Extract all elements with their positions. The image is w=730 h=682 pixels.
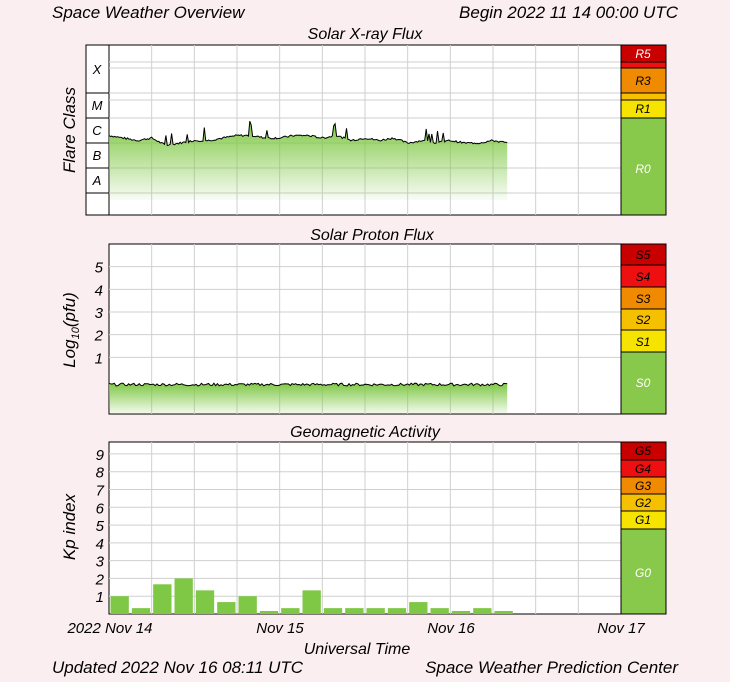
kp-y-tick: 5 [96, 518, 105, 535]
kp-bar [174, 578, 193, 614]
app-title: Space Weather Overview [52, 3, 246, 22]
xray-panel: Solar X-ray Flux Flare Class X M C B A R… [60, 26, 667, 216]
proton-grid [109, 244, 621, 414]
scale-r4 [620, 61, 667, 69]
scale-r2 [620, 92, 667, 101]
kp-grid [109, 442, 621, 614]
scale-r5-label: R5 [635, 47, 651, 61]
class-label-x: X [92, 62, 103, 77]
kp-bar [430, 608, 449, 614]
proton-y-tick: 1 [95, 350, 103, 367]
kp-y-tick: 6 [96, 500, 105, 517]
scale-g0 [620, 528, 667, 615]
x-tick-nov15: Nov 15 [256, 620, 304, 637]
geomagnetic-storm-scale: G5 G4 G3 G2 G1 G0 [620, 441, 667, 615]
kp-bar [451, 610, 471, 614]
scale-g1-label: G1 [635, 513, 651, 527]
proton-flux-area [109, 383, 508, 414]
kp-ylabel: Kp index [60, 493, 79, 560]
scale-s1-label: S1 [636, 335, 651, 349]
proton-ylabel: Log10(pfu) [60, 292, 82, 368]
kp-bar [387, 608, 407, 614]
proton-y-tick: 2 [94, 328, 104, 345]
xray-ylabel: Flare Class [60, 87, 79, 173]
x-tick-nov16: Nov 16 [427, 620, 475, 637]
kp-y-tick: 4 [96, 536, 104, 553]
kp-bar [494, 610, 513, 614]
kp-bar [323, 608, 343, 614]
kp-panel: Geomagnetic Activity Kp index 987654321 … [60, 424, 667, 615]
scale-r3-label: R3 [635, 74, 651, 88]
proton-y-ticks: 5 4 3 2 1 [94, 260, 104, 368]
kp-title: Geomagnetic Activity [290, 424, 441, 441]
proton-y-tick: 3 [95, 305, 104, 322]
kp-y-tick: 2 [95, 571, 105, 588]
xray-flux-area [109, 121, 508, 200]
class-label-c: C [92, 123, 102, 138]
kp-bar [153, 584, 172, 614]
proton-title: Solar Proton Flux [310, 227, 435, 244]
kp-bar [131, 608, 151, 614]
kp-y-tick: 7 [96, 482, 105, 499]
kp-y-tick: 1 [96, 589, 104, 606]
x-tick-nov14: 2022 Nov 14 [66, 620, 152, 637]
kp-bar [281, 608, 300, 614]
kp-y-tick: 3 [96, 554, 105, 571]
scale-s0-label: S0 [636, 376, 651, 390]
class-label-a: A [92, 173, 102, 188]
kp-bar [345, 608, 364, 614]
proton-y-tick: 4 [95, 282, 103, 299]
prediction-center: Space Weather Prediction Center [425, 658, 679, 677]
kp-bars [110, 578, 513, 614]
scale-s4-label: S4 [636, 270, 651, 284]
kp-bar [110, 596, 129, 614]
scale-r0-label: R0 [635, 162, 651, 176]
kp-y-tick: 9 [96, 447, 105, 464]
begin-time: Begin 2022 11 14 00:00 UTC [459, 3, 679, 22]
kp-bar [259, 610, 279, 614]
xray-flux-line [108, 121, 508, 147]
scale-r0 [620, 117, 667, 216]
scale-s2-label: S2 [636, 313, 651, 327]
kp-bar [366, 608, 385, 614]
proton-y-tick: 5 [95, 260, 104, 277]
kp-bar [195, 590, 215, 614]
kp-bar [473, 608, 492, 614]
kp-bar [217, 602, 236, 614]
proton-flux-line [108, 382, 508, 387]
scale-g2-label: G2 [635, 496, 651, 510]
scale-g0-label: G0 [635, 566, 651, 580]
scale-g4-label: G4 [635, 462, 651, 476]
xray-title: Solar X-ray Flux [308, 26, 424, 43]
x-axis-label: Universal Time [304, 641, 411, 658]
scale-s3-label: S3 [636, 292, 651, 306]
class-label-m: M [92, 98, 103, 113]
kp-bar [238, 596, 257, 614]
updated-time: Updated 2022 Nov 16 08:11 UTC [52, 658, 304, 677]
scale-g5-label: G5 [635, 444, 651, 458]
kp-bar [409, 602, 428, 614]
class-label-b: B [93, 148, 102, 163]
proton-panel: Solar Proton Flux Log10(pfu) 5 4 3 2 1 S5 S4… [60, 227, 667, 415]
x-tick-nov17: Nov 17 [597, 620, 645, 637]
kp-y-tick: 8 [96, 465, 105, 482]
scale-s5-label: S5 [636, 248, 651, 262]
scale-r1-label: R1 [635, 102, 650, 116]
scale-g3-label: G3 [635, 479, 651, 493]
kp-bar [302, 590, 321, 614]
solar-radiation-scale: S5 S4 S3 S2 S1 S0 [620, 243, 667, 415]
radio-blackout-scale: R5 R3 R1 R0 [620, 44, 667, 216]
scale-s0 [620, 351, 667, 415]
